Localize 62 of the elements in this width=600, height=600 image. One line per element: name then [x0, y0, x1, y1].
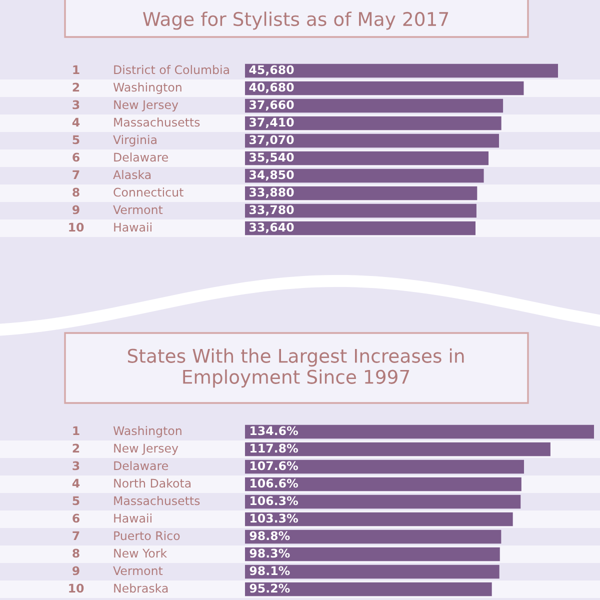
data-label: 34,850 [250, 170, 294, 181]
y2-tick-label: 5 [72, 135, 80, 144]
y-tick-label: Connecticut [114, 188, 184, 197]
y2-tick-label: 1 [73, 65, 80, 74]
y-tick-label: Alaska [113, 170, 151, 180]
y2-tick-label: 8 [72, 548, 80, 558]
y-tick-label: Massachusetts [114, 496, 200, 506]
y2-tick-label: 9 [72, 566, 80, 576]
data-label: 117.8% [250, 444, 298, 453]
y2-tick-label: 10 [69, 222, 84, 232]
chart-title: Wage for Stylists as of May 2017 [142, 12, 448, 30]
y-tick-label: Virginia [113, 135, 156, 146]
y2-tick-label: 7 [72, 170, 80, 180]
data-label: 37,070 [250, 135, 294, 146]
y-tick-label: New Jersey [114, 100, 178, 112]
y-tick-label: Massachusetts [114, 118, 200, 127]
y-tick-label: North Dakota [114, 478, 191, 488]
y2-tick-label: 5 [72, 496, 80, 506]
y-tick-label: Nebraska [114, 584, 168, 593]
y2-tick-label: 3 [72, 461, 80, 470]
y2-tick-label: 4 [72, 118, 80, 127]
data-label: 45,680 [249, 65, 294, 76]
y2-tick-label: 3 [72, 100, 80, 110]
y2-tick-label: 7 [72, 531, 80, 540]
y2-tick-label: 6 [72, 514, 80, 523]
data-label: 37,410 [250, 118, 294, 128]
y2-tick-label: 2 [72, 444, 80, 453]
y-tick-label: Delaware [114, 152, 168, 162]
y2-tick-label: 6 [72, 152, 80, 162]
data-label: 107.6% [250, 461, 298, 470]
chart-title: States With the Largest Increases in Employment Since 1997 [128, 348, 464, 388]
data-label: 134.6% [250, 426, 298, 436]
y-tick-label: District of Columbia [114, 65, 229, 74]
data-label: 33,640 [250, 222, 294, 234]
data-label: 106.6% [250, 478, 298, 488]
data-label: 35,540 [250, 152, 294, 164]
y-tick-label: Puerto Rico [114, 531, 180, 540]
y2-tick-label: 1 [73, 426, 80, 436]
y-tick-label: Vermont [113, 205, 163, 214]
data-label: 103.3% [250, 514, 298, 523]
y-tick-label: Vermont [113, 566, 163, 576]
y2-tick-label: 8 [72, 188, 80, 197]
y-tick-label: Washington [113, 82, 182, 94]
y-tick-label: Delaware [114, 461, 168, 470]
data-label: 37,660 [250, 100, 294, 111]
y-tick-label: New Jersey [114, 444, 178, 455]
data-label: 98.8% [250, 531, 290, 540]
data-label: 33,780 [250, 205, 294, 216]
y-tick-label: Hawaii [114, 514, 152, 523]
y2-tick-label: 4 [72, 478, 80, 488]
y-tick-label: Hawaii [114, 222, 152, 232]
y2-tick-label: 10 [69, 584, 84, 593]
data-label: 98.3% [250, 548, 290, 558]
y-tick-label: Washington [113, 426, 182, 438]
y2-tick-label: 2 [72, 82, 80, 92]
data-label: 106.3% [250, 496, 298, 506]
data-label: 95.2% [250, 584, 290, 593]
data-label: 40,680 [249, 82, 294, 94]
data-label: 98.1% [250, 566, 290, 576]
y2-tick-label: 9 [72, 205, 80, 214]
data-label: 33,880 [250, 188, 294, 198]
y-tick-label: New York [114, 548, 168, 558]
